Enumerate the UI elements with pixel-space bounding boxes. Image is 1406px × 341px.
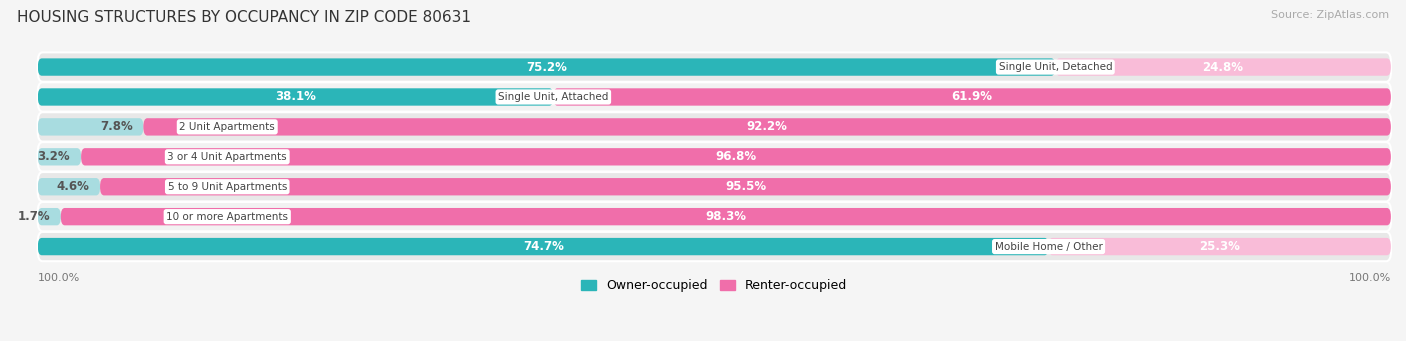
Text: 38.1%: 38.1%: [276, 90, 316, 103]
FancyBboxPatch shape: [38, 142, 1391, 172]
FancyBboxPatch shape: [38, 238, 1049, 255]
Text: 100.0%: 100.0%: [1348, 273, 1391, 283]
Text: 1.7%: 1.7%: [17, 210, 51, 223]
Text: 4.6%: 4.6%: [56, 180, 89, 193]
Text: 75.2%: 75.2%: [526, 61, 567, 74]
Legend: Owner-occupied, Renter-occupied: Owner-occupied, Renter-occupied: [576, 274, 852, 297]
FancyBboxPatch shape: [38, 172, 1391, 202]
FancyBboxPatch shape: [38, 58, 1056, 76]
Text: Single Unit, Detached: Single Unit, Detached: [998, 62, 1112, 72]
FancyBboxPatch shape: [38, 178, 100, 195]
Text: Source: ZipAtlas.com: Source: ZipAtlas.com: [1271, 10, 1389, 20]
Text: 98.3%: 98.3%: [706, 210, 747, 223]
FancyBboxPatch shape: [143, 118, 1391, 136]
Text: 61.9%: 61.9%: [952, 90, 993, 103]
FancyBboxPatch shape: [1056, 58, 1391, 76]
FancyBboxPatch shape: [38, 232, 1391, 261]
Text: 25.3%: 25.3%: [1199, 240, 1240, 253]
FancyBboxPatch shape: [1049, 238, 1391, 255]
FancyBboxPatch shape: [38, 148, 82, 165]
Text: Single Unit, Attached: Single Unit, Attached: [498, 92, 609, 102]
FancyBboxPatch shape: [38, 118, 143, 136]
Text: 100.0%: 100.0%: [38, 273, 80, 283]
Text: 96.8%: 96.8%: [716, 150, 756, 163]
Text: 2 Unit Apartments: 2 Unit Apartments: [180, 122, 276, 132]
FancyBboxPatch shape: [100, 178, 1391, 195]
Text: Mobile Home / Other: Mobile Home / Other: [994, 241, 1102, 252]
FancyBboxPatch shape: [38, 53, 1391, 82]
FancyBboxPatch shape: [554, 88, 1391, 106]
Text: 3.2%: 3.2%: [38, 150, 70, 163]
Text: 3 or 4 Unit Apartments: 3 or 4 Unit Apartments: [167, 152, 287, 162]
FancyBboxPatch shape: [38, 208, 60, 225]
FancyBboxPatch shape: [38, 82, 1391, 112]
FancyBboxPatch shape: [38, 88, 554, 106]
Text: 7.8%: 7.8%: [100, 120, 132, 133]
Text: 24.8%: 24.8%: [1202, 61, 1244, 74]
FancyBboxPatch shape: [82, 148, 1391, 165]
FancyBboxPatch shape: [38, 202, 1391, 231]
Text: 92.2%: 92.2%: [747, 120, 787, 133]
FancyBboxPatch shape: [38, 112, 1391, 142]
Text: HOUSING STRUCTURES BY OCCUPANCY IN ZIP CODE 80631: HOUSING STRUCTURES BY OCCUPANCY IN ZIP C…: [17, 10, 471, 25]
Text: 74.7%: 74.7%: [523, 240, 564, 253]
Text: 10 or more Apartments: 10 or more Apartments: [166, 212, 288, 222]
FancyBboxPatch shape: [60, 208, 1391, 225]
Text: 5 to 9 Unit Apartments: 5 to 9 Unit Apartments: [167, 182, 287, 192]
Text: 95.5%: 95.5%: [725, 180, 766, 193]
